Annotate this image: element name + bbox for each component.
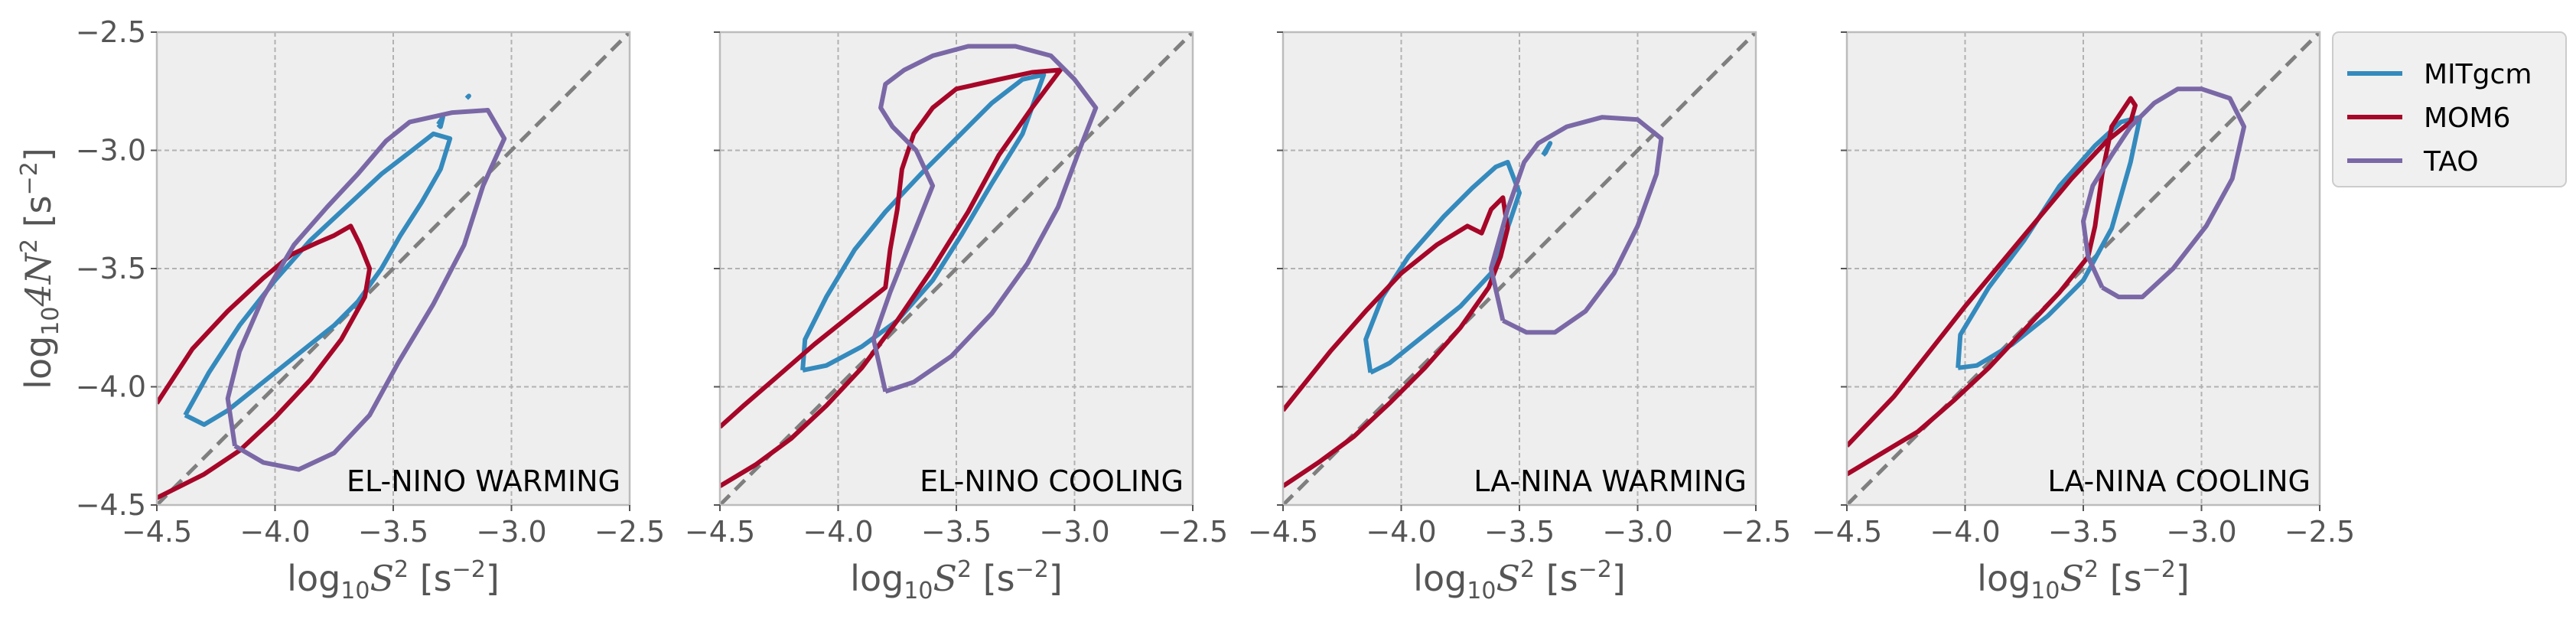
contour-mitgcm	[436, 115, 445, 129]
contour-mitgcm	[183, 131, 453, 427]
reference-line	[720, 32, 1193, 505]
y-tick-label: −4.5	[76, 488, 146, 522]
x-tick-label: −4.5	[1812, 515, 1882, 549]
x-tick-label: −4.5	[1248, 515, 1318, 549]
subplot-3: −4.5 −4.0 −3.5 −3.0 −2.5 LA-NINA WARMING log10…	[1248, 31, 1791, 604]
y-axis-label: log104N2 [s−2]	[16, 148, 64, 389]
x-tick-label: −3.0	[1039, 515, 1109, 549]
subplot-4: −4.5 −4.0 −3.5 −3.0 −2.5 LA-NINA COOLING log10…	[1812, 31, 2355, 604]
y-tick-label: −4.0	[76, 370, 146, 404]
x-tick-label: −4.0	[1930, 515, 2000, 549]
legend-label-mom6: MOM6	[2424, 103, 2510, 134]
contour-tao	[225, 108, 507, 472]
x-tick-label: −3.0	[1602, 515, 1672, 549]
contour-mitgcm	[1541, 141, 1553, 157]
legend-box	[2332, 31, 2567, 187]
x-tick-label: −2.5	[1721, 515, 1791, 549]
axis-label-text: log10S2 [s−2]	[1413, 556, 1626, 604]
x-tick-label: −2.5	[1158, 515, 1228, 549]
subplot-2: −4.5 −4.0 −3.5 −3.0 −2.5 EL-NINO COOLING log10…	[685, 31, 1228, 604]
panel-annotation: EL-NINO WARMING	[347, 464, 620, 498]
panel-annotation: LA-NINA COOLING	[2047, 464, 2311, 498]
x-axis-label: log10S2 [s−2]	[1977, 556, 2190, 604]
contour-mitgcm	[464, 93, 471, 100]
x-tick-label: −4.0	[1366, 515, 1436, 549]
reference-line	[157, 32, 630, 505]
y-tick-label: −3.5	[76, 252, 146, 285]
subplot-1: −4.5−4.5 −4.0 −4.0 −3.5 −3.5 −3.0 −3.0 −2.5 −2.5…	[76, 15, 665, 604]
x-tick-label: −4.0	[803, 515, 873, 549]
x-tick-label: −3.5	[2048, 515, 2118, 549]
legend-label-tao: TAO	[2423, 146, 2479, 178]
x-tick-label: −3.0	[476, 515, 546, 549]
axis-label-text: log104N2 [s−2]	[16, 148, 64, 389]
x-tick-label: −3.5	[358, 515, 428, 549]
legend: MITgcm MOM6 TAO	[2332, 31, 2567, 187]
y-tick-label: −2.5	[76, 15, 146, 49]
contour-mom6	[157, 223, 373, 500]
x-axis-label: log10S2 [s−2]	[1413, 556, 1626, 604]
axis-label-text: log10S2 [s−2]	[287, 556, 500, 604]
x-tick-label: −2.5	[2285, 515, 2355, 549]
x-axis-label: log10S2 [s−2]	[287, 556, 500, 604]
x-tick-label: −4.5	[122, 515, 192, 549]
x-tick-label: −3.0	[2166, 515, 2236, 549]
x-tick-label: −4.5	[685, 515, 755, 549]
panel-annotation: EL-NINO COOLING	[920, 464, 1184, 498]
x-tick-label: −4.0	[239, 515, 310, 549]
axis-label-text: log10S2 [s−2]	[850, 556, 1063, 604]
x-axis-label: log10S2 [s−2]	[850, 556, 1063, 604]
panel-annotation: LA-NINA WARMING	[1474, 464, 1747, 498]
contour-mom6	[720, 67, 1063, 488]
contour-tao	[871, 44, 1099, 394]
x-tick-label: −3.5	[1484, 515, 1555, 549]
x-tick-label: −2.5	[594, 515, 665, 549]
y-tick-label: −3.0	[76, 134, 146, 168]
axis-label-text: log10S2 [s−2]	[1977, 556, 2190, 604]
contour-mom6	[1847, 96, 2138, 477]
contour-tao	[2081, 86, 2247, 300]
subplots: −4.5−4.5−4.0−4.0−3.5−3.5−3.0−3.0−2.5−2.5…	[76, 15, 2355, 604]
x-tick-label: −3.5	[921, 515, 992, 549]
legend-label-mitgcm: MITgcm	[2424, 59, 2532, 90]
contour-tao	[1488, 115, 1664, 335]
